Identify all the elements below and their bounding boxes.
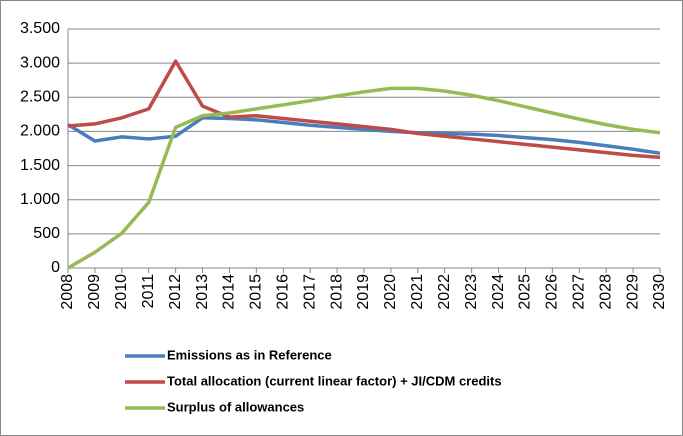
x-tick-label: 2017 (301, 274, 318, 310)
x-tick-label: 2010 (113, 274, 130, 310)
x-tick-label: 2016 (274, 274, 291, 310)
x-tick-label: 2019 (355, 274, 372, 310)
x-tick-label: 2023 (463, 274, 480, 310)
y-tick-label: 2.000 (20, 123, 60, 140)
x-tick-label: 2020 (382, 274, 399, 310)
y-tick-label: 1.500 (20, 157, 60, 174)
y-tick-label: 1.000 (20, 191, 60, 208)
x-tick-label: 2026 (544, 274, 561, 310)
series-line (67, 86, 661, 270)
legend-label: Surplus of allowances (167, 399, 304, 414)
x-tick-label: 2009 (86, 274, 103, 310)
x-tick-label: 2028 (597, 274, 614, 310)
legend-label: Emissions as in Reference (167, 347, 332, 362)
x-tick-label: 2018 (328, 274, 345, 310)
y-tick-label: 0 (51, 259, 60, 276)
x-tick-label: 2011 (140, 274, 157, 309)
series-line (67, 116, 661, 156)
x-tick-label: 2014 (221, 274, 238, 310)
y-tick-label: 2.500 (20, 89, 60, 106)
x-tick-label: 2021 (409, 274, 426, 310)
x-tick-label: 2008 (59, 274, 76, 310)
x-tick-label: 2027 (570, 274, 587, 310)
x-tick-label: 2012 (167, 274, 184, 310)
x-tick-label: 2025 (517, 274, 534, 310)
y-tick-label: 500 (33, 225, 60, 242)
x-tick-label: 2013 (194, 274, 211, 310)
legend-label: Total allocation (current linear factor)… (167, 373, 502, 388)
series-line (67, 59, 661, 160)
x-tick-label: 2015 (248, 274, 265, 310)
x-tick-label: 2029 (624, 274, 641, 310)
x-tick-label: 2022 (436, 274, 453, 310)
x-tick-label: 2024 (490, 274, 507, 310)
y-tick-label: 3.500 (20, 20, 60, 37)
x-tick-label: 2030 (651, 274, 668, 310)
y-tick-label: 3.000 (20, 54, 60, 71)
